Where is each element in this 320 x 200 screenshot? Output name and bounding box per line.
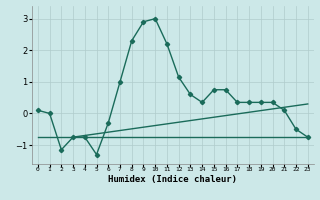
X-axis label: Humidex (Indice chaleur): Humidex (Indice chaleur) <box>108 175 237 184</box>
